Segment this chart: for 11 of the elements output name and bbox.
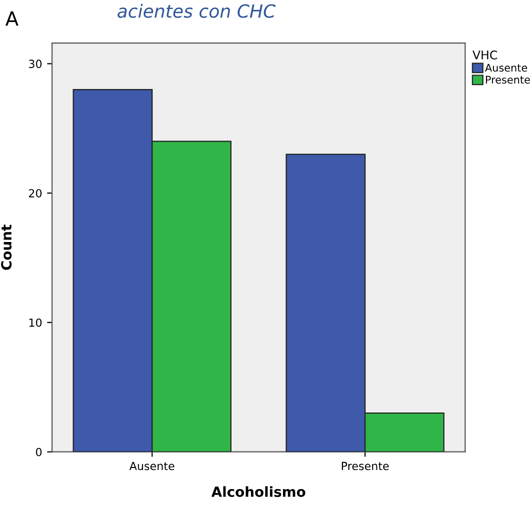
legend-title: VHC (472, 50, 498, 60)
y-tick-label: 30 (29, 60, 42, 68)
legend-label: Presente (486, 76, 530, 84)
y-axis-title: Count (1, 224, 12, 270)
y-tick-label: 10 (29, 318, 42, 327)
legend-label: Ausente (485, 64, 528, 72)
y-tick-label: 20 (28, 189, 42, 198)
chart-title: acientes con CHC (118, 4, 276, 18)
y-tick-label: 0 (36, 448, 42, 456)
text: A (5, 11, 18, 26)
x-axis-title: Alcoholismo (211, 486, 306, 497)
